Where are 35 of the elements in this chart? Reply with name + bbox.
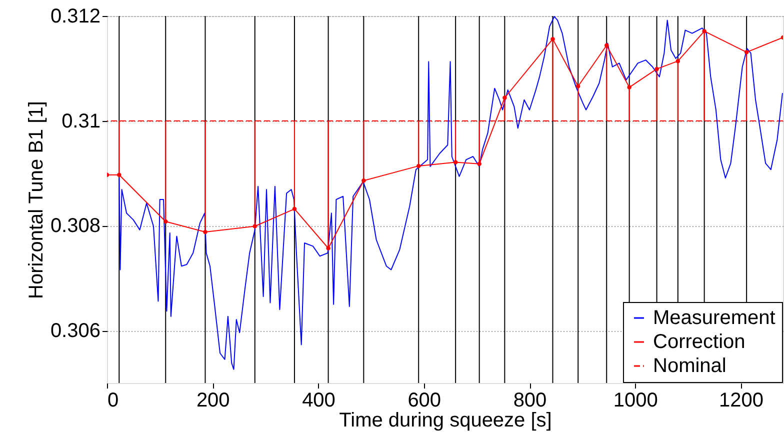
point <box>654 66 659 72</box>
point <box>252 224 257 228</box>
point <box>502 96 507 100</box>
legend-label: Measurement <box>653 307 776 329</box>
point <box>604 43 609 48</box>
x-tick-label: 400 <box>302 390 336 412</box>
point <box>550 36 555 42</box>
x-tick-label: 200 <box>196 390 230 412</box>
y-tick-label: 0.308 <box>50 215 100 238</box>
y-tick-label: 0.306 <box>50 320 100 342</box>
point <box>627 85 632 90</box>
x-tick-label: 800 <box>513 390 547 412</box>
point <box>453 160 458 164</box>
point <box>326 246 330 250</box>
x-axis-title: Time during squeeze [s] <box>339 410 552 432</box>
point <box>576 84 580 88</box>
y-tick-label: 0.31 <box>62 110 100 132</box>
point <box>203 230 208 234</box>
legend-label: Correction <box>653 331 746 353</box>
point <box>744 50 749 54</box>
point <box>117 172 122 177</box>
x-tick-label: 1000 <box>613 390 658 412</box>
point <box>362 178 366 183</box>
point <box>292 206 297 212</box>
legend-label: Nominal <box>653 355 726 377</box>
point <box>702 29 706 34</box>
point <box>676 58 680 64</box>
y-tick-label: 0.312 <box>50 6 100 28</box>
y-axis-title: Horizontal Tune B1 [1] <box>25 101 48 299</box>
point <box>164 219 168 224</box>
point <box>416 164 421 168</box>
x-tick-label: 0 <box>108 390 119 412</box>
x-tick-label: 600 <box>408 390 442 412</box>
point <box>477 162 482 166</box>
x-tick-label: 1200 <box>719 390 764 412</box>
